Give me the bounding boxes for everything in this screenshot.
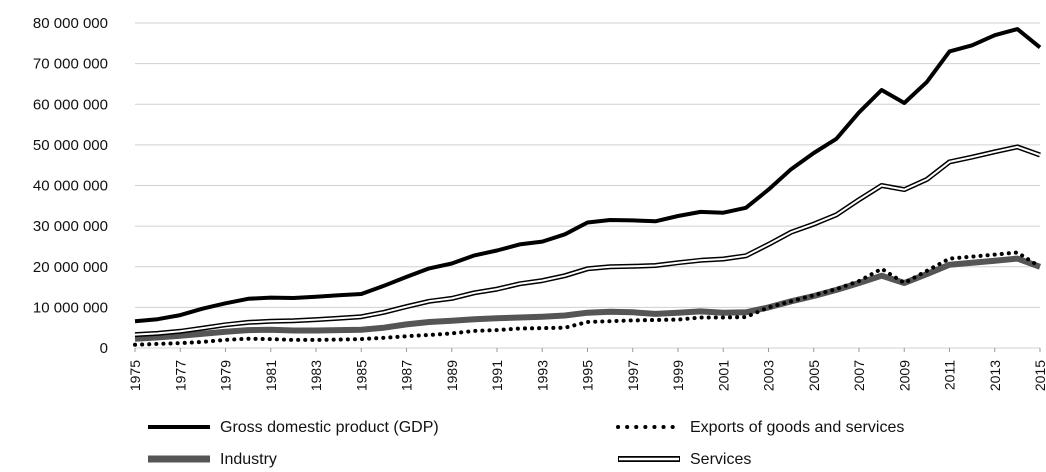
y-tick-label: 20 000 000 [33, 259, 108, 276]
series-industry [134, 255, 1042, 342]
x-tick-label: 1985 [353, 360, 369, 391]
legend-item: Industry [148, 451, 277, 468]
x-tick-label: 1983 [308, 360, 324, 391]
x-tick-label: 1975 [127, 360, 143, 391]
series-services [134, 144, 1041, 338]
x-tick-label: 1993 [534, 360, 550, 391]
legend-label: Gross domestic product (GDP) [220, 419, 439, 436]
y-tick-label: 50 000 000 [33, 137, 108, 154]
x-tick-label: 1997 [625, 360, 641, 391]
gridlines [135, 22, 1040, 349]
x-tick-label: 1999 [670, 360, 686, 391]
x-tick-label: 1981 [263, 360, 279, 391]
series-exports-of-goods-and-services [133, 250, 1042, 347]
x-axis-tick-labels: 1975 1977 1979 1981 1983 1985 1987 1989 1991 1993… [127, 348, 1046, 391]
x-tick-label: 1979 [218, 360, 234, 391]
legend-label: Industry [220, 451, 277, 468]
y-tick-label: 60 000 000 [33, 96, 108, 113]
x-tick-label: 2007 [851, 360, 867, 391]
x-tick-label: 2015 [1032, 360, 1046, 391]
y-tick-label: 0 [100, 340, 108, 357]
y-tick-label: 10 000 000 [33, 299, 108, 316]
legend-item: Gross domestic product (GDP) [148, 419, 439, 436]
y-tick-label: 70 000 000 [33, 56, 108, 73]
x-tick-label: 2003 [761, 360, 777, 391]
series-line [134, 255, 1042, 342]
series-gross-domestic-product-gdp [134, 27, 1042, 324]
y-tick-label: 40 000 000 [33, 178, 108, 195]
legend-label: Exports of goods and services [690, 419, 904, 436]
x-tick-label: 2001 [715, 360, 731, 391]
series-line-inner [134, 145, 1041, 336]
x-tick-label: 1977 [172, 360, 188, 391]
legend: Gross domestic product (GDP) Exports of g… [148, 419, 904, 468]
series-line [133, 250, 1042, 347]
series-line [134, 27, 1042, 324]
x-tick-label: 1991 [489, 360, 505, 391]
legend-label: Services [690, 451, 751, 468]
x-tick-label: 2009 [896, 360, 912, 391]
series-lines [133, 27, 1042, 347]
x-tick-label: 1987 [399, 360, 415, 391]
y-axis-tick-labels: 0 10 000 000 20 000 000 30 000 000 40 000 00… [33, 15, 108, 357]
series-line-outer [134, 144, 1041, 338]
x-tick-label: 1995 [580, 360, 596, 391]
y-tick-label: 80 000 000 [33, 15, 108, 32]
x-tick-label: 2011 [942, 360, 958, 390]
y-tick-label: 30 000 000 [33, 218, 108, 235]
legend-item: Exports of goods and services [616, 419, 904, 436]
x-tick-label: 1989 [444, 360, 460, 391]
x-tick-label: 2013 [987, 360, 1003, 391]
x-tick-label: 2005 [806, 360, 822, 391]
legend-item: Services [618, 451, 751, 468]
